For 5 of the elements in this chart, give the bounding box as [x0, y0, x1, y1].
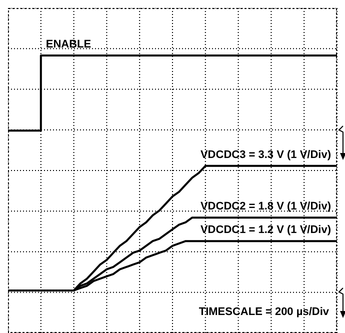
series-label: VDCDC1 = 1.2 V (1 V/Div) — [200, 224, 332, 236]
legend-label: VDCDC3 = 3.3 V (1 V/Div) — [200, 148, 332, 161]
series-label: VDCDC2 = 1.8 V (1 V/Div) — [200, 200, 332, 213]
text: TIMESCALE = 200 µs/Div — [198, 306, 330, 318]
series-label: ENABLE — [46, 38, 92, 50]
